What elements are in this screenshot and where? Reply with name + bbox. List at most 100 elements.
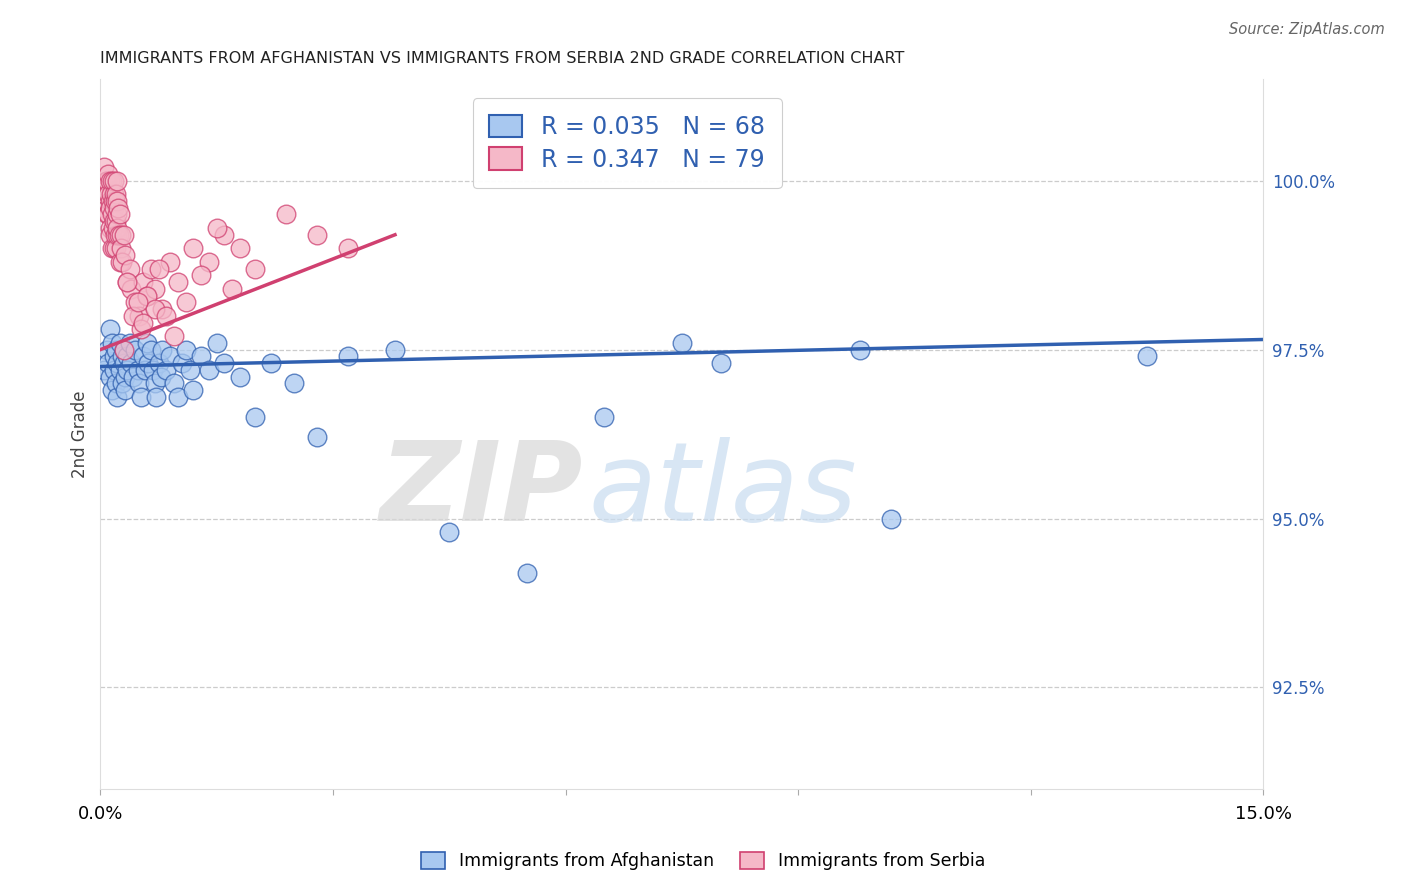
Point — [129, 390, 152, 404]
Point — [132, 316, 155, 330]
Point — [1136, 350, 1159, 364]
Point — [337, 350, 360, 364]
Point — [96, 207, 118, 221]
Point — [198, 254, 221, 268]
Point — [205, 221, 228, 235]
Point — [128, 309, 150, 323]
Text: ZIP: ZIP — [380, 437, 583, 544]
Point — [97, 356, 120, 370]
Point — [179, 363, 201, 377]
Point — [108, 254, 131, 268]
Point — [167, 390, 190, 404]
Point — [190, 350, 212, 364]
Point — [439, 524, 461, 539]
Point — [104, 241, 127, 255]
Point — [108, 335, 131, 350]
Point — [143, 376, 166, 391]
Point — [107, 194, 129, 208]
Point — [104, 227, 127, 242]
Point — [148, 261, 170, 276]
Point — [93, 160, 115, 174]
Point — [107, 174, 129, 188]
Point — [307, 430, 329, 444]
Point — [103, 241, 125, 255]
Point — [101, 221, 124, 235]
Point — [108, 363, 131, 377]
Point — [117, 350, 139, 364]
Point — [110, 241, 132, 255]
Point — [155, 309, 177, 323]
Point — [190, 268, 212, 283]
Point — [122, 369, 145, 384]
Text: IMMIGRANTS FROM AFGHANISTAN VS IMMIGRANTS FROM SERBIA 2ND GRADE CORRELATION CHAR: IMMIGRANTS FROM AFGHANISTAN VS IMMIGRANT… — [100, 51, 904, 66]
Point — [93, 187, 115, 202]
Point — [127, 295, 149, 310]
Point — [127, 363, 149, 377]
Point — [94, 174, 117, 188]
Point — [104, 214, 127, 228]
Point — [98, 194, 121, 208]
Point — [221, 282, 243, 296]
Point — [101, 207, 124, 221]
Point — [104, 187, 127, 202]
Point — [143, 282, 166, 296]
Point — [174, 295, 197, 310]
Point — [104, 343, 127, 357]
Point — [97, 187, 120, 202]
Point — [107, 201, 129, 215]
Point — [112, 356, 135, 370]
Point — [174, 343, 197, 357]
Point — [135, 288, 157, 302]
Point — [120, 282, 142, 296]
Point — [148, 356, 170, 370]
Point — [118, 335, 141, 350]
Point — [124, 295, 146, 310]
Point — [205, 335, 228, 350]
Y-axis label: 2nd Grade: 2nd Grade — [72, 391, 89, 478]
Point — [145, 390, 167, 404]
Point — [516, 566, 538, 580]
Point — [98, 322, 121, 336]
Point — [245, 261, 267, 276]
Point — [114, 383, 136, 397]
Point — [229, 241, 252, 255]
Point — [142, 363, 165, 377]
Point — [105, 207, 128, 221]
Point — [100, 201, 122, 215]
Point — [103, 201, 125, 215]
Point — [163, 329, 186, 343]
Point — [114, 369, 136, 384]
Point — [117, 275, 139, 289]
Point — [198, 363, 221, 377]
Point — [98, 221, 121, 235]
Point — [132, 350, 155, 364]
Point — [101, 383, 124, 397]
Point — [112, 227, 135, 242]
Point — [103, 363, 125, 377]
Point — [245, 410, 267, 425]
Point — [103, 214, 125, 228]
Point — [118, 261, 141, 276]
Point — [129, 322, 152, 336]
Point — [135, 335, 157, 350]
Point — [337, 241, 360, 255]
Point — [107, 356, 129, 370]
Point — [139, 261, 162, 276]
Point — [112, 343, 135, 357]
Point — [107, 221, 129, 235]
Point — [107, 390, 129, 404]
Point — [124, 343, 146, 357]
Point — [128, 376, 150, 391]
Point — [105, 227, 128, 242]
Point — [283, 376, 305, 391]
Legend: Immigrants from Afghanistan, Immigrants from Serbia: Immigrants from Afghanistan, Immigrants … — [412, 843, 994, 879]
Point — [111, 350, 134, 364]
Point — [120, 356, 142, 370]
Point — [149, 369, 172, 384]
Point — [101, 241, 124, 255]
Point — [101, 194, 124, 208]
Text: atlas: atlas — [589, 437, 858, 544]
Point — [150, 343, 173, 357]
Point — [710, 356, 733, 370]
Point — [93, 363, 115, 377]
